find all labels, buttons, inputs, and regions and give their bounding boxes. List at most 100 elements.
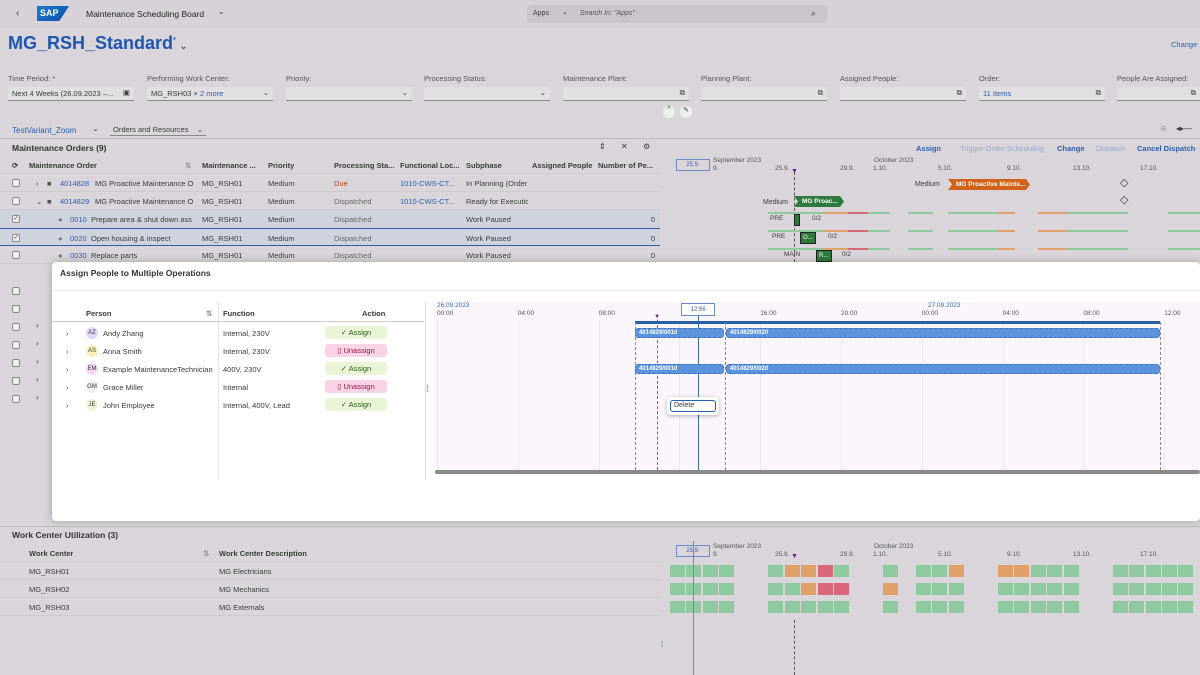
order-id-link[interactable]: 4014828 — [60, 179, 90, 188]
row-checkbox[interactable] — [12, 359, 20, 367]
filter-field[interactable]: ⌄ — [424, 87, 550, 101]
utilization-cell[interactable] — [932, 583, 948, 595]
row-checkbox[interactable] — [12, 197, 20, 205]
expand-icon[interactable]: › — [36, 339, 39, 348]
search-scope[interactable]: Apps — [533, 10, 549, 17]
chevron-down-icon[interactable]: ⌄ — [401, 88, 408, 97]
search-field[interactable]: Apps ⌄ Search In: "Apps" ⌕ — [527, 5, 827, 23]
assignment-bar[interactable]: 4014829/0020 — [725, 328, 1161, 338]
table-row[interactable]: ✓ ● 0020 Open housing & inspect MG_RSH01 Medi… — [0, 228, 660, 246]
utilization-cell[interactable] — [784, 565, 800, 577]
utilization-cell[interactable] — [1063, 601, 1079, 613]
variant-title[interactable]: MG_RSH_Standard — [8, 33, 174, 53]
utilization-cell[interactable] — [784, 601, 800, 613]
expand-icon[interactable]: › — [66, 383, 69, 392]
filter-field[interactable]: ⧉ — [701, 87, 827, 101]
operation-bar[interactable]: O... — [800, 232, 816, 244]
sort-icon[interactable]: ⇅ — [203, 549, 210, 558]
table-row[interactable]: MG_RSH02 MG Mechanics — [0, 580, 660, 598]
expand-icon[interactable]: › — [66, 329, 69, 338]
row-checkbox[interactable] — [12, 287, 20, 295]
utilization-cell[interactable] — [670, 565, 685, 577]
assignment-bar[interactable]: 4014829/0010 — [634, 364, 724, 374]
utilization-cell[interactable] — [1178, 565, 1194, 577]
utilization-cell[interactable] — [916, 583, 931, 595]
utilization-cell[interactable] — [998, 601, 1013, 613]
assign-button[interactable]: Assign — [916, 144, 942, 153]
assign-button[interactable]: ✓ Assign — [325, 326, 387, 339]
utilization-cell[interactable] — [1129, 565, 1145, 577]
utilization-cell[interactable] — [670, 583, 685, 595]
filter-field[interactable]: Next 4 Weeks (26.09.2023 –... ▣ — [8, 87, 134, 101]
utilization-cell[interactable] — [801, 565, 817, 577]
collapse-all-icon[interactable]: ✕ — [621, 142, 628, 151]
utilization-cell[interactable] — [1063, 583, 1079, 595]
assign-button[interactable]: ✓ Assign — [325, 362, 387, 375]
collapse-icon[interactable]: ⌄ — [36, 197, 43, 206]
utilization-cell[interactable] — [817, 565, 833, 577]
table-row[interactable]: MG_RSH03 MG Externals — [0, 598, 660, 616]
utilization-cell[interactable] — [1047, 601, 1063, 613]
dispatch-button[interactable]: Dispatch — [1096, 144, 1126, 153]
utilization-cell[interactable] — [702, 583, 718, 595]
expand-icon[interactable]: › — [36, 357, 39, 366]
expand-icon[interactable]: › — [66, 401, 69, 410]
view-variant-select[interactable]: TestVariant_Zoom — [12, 126, 77, 135]
sort-icon[interactable]: ⇅ — [206, 309, 213, 318]
row-checkbox[interactable]: ✓ — [12, 234, 20, 242]
table-row[interactable]: › ■ 4014828 MG Proactive Maintenance O MG_RS… — [0, 174, 660, 192]
utilization-cell[interactable] — [702, 565, 718, 577]
utilization-cell[interactable] — [1047, 565, 1063, 577]
utilization-cell[interactable] — [817, 601, 833, 613]
chevron-down-icon[interactable]: ⌄ — [92, 124, 99, 133]
utilization-cell[interactable] — [768, 565, 784, 577]
settings-icon[interactable]: ⚙ — [643, 142, 651, 151]
expand-icon[interactable]: › — [36, 321, 39, 330]
expand-icon[interactable]: › — [36, 179, 39, 188]
collapse-icon[interactable]: ^ — [663, 106, 675, 118]
unassign-button[interactable]: ▯ Unassign — [325, 344, 387, 357]
back-icon[interactable]: ‹ — [16, 8, 20, 19]
expand-icon[interactable]: › — [36, 375, 39, 384]
person-row[interactable]: › JE John Employee Internal, 400V, Lead ✓ As… — [52, 396, 424, 414]
order-id-link[interactable]: 0010 — [70, 215, 87, 224]
expand-icon[interactable]: › — [36, 393, 39, 402]
utilization-cell[interactable] — [1129, 601, 1145, 613]
chevron-down-icon[interactable]: ⌄ — [218, 7, 225, 16]
value-help-icon[interactable]: ⧉ — [679, 88, 685, 97]
utilization-cell[interactable] — [1047, 583, 1063, 595]
expand-icon[interactable]: › — [66, 347, 69, 356]
splitter-handle[interactable]: ⁞ — [426, 384, 429, 395]
row-checkbox[interactable] — [12, 323, 20, 331]
zoom-slider[interactable]: ◂▸— — [1176, 124, 1193, 133]
splitter-handle[interactable]: ⁞ — [661, 640, 664, 649]
chevron-down-icon[interactable]: ⌄ — [262, 88, 269, 97]
utilization-cell[interactable] — [1063, 565, 1079, 577]
utilization-cell[interactable] — [916, 601, 931, 613]
order-bar[interactable]: MG Proactive Mainte... — [948, 179, 1030, 190]
utilization-cell[interactable] — [998, 583, 1013, 595]
utilization-cell[interactable] — [883, 565, 899, 577]
app-title[interactable]: Maintenance Scheduling Board — [86, 9, 205, 19]
assignment-bar[interactable]: 4014829/0020 — [725, 364, 1161, 374]
utilization-cell[interactable] — [932, 601, 948, 613]
operation-bar[interactable] — [794, 214, 800, 226]
utilization-cell[interactable] — [883, 601, 899, 613]
chevron-down-icon[interactable]: ⌄ — [179, 41, 188, 51]
row-checkbox[interactable] — [12, 251, 20, 259]
utilization-cell[interactable] — [1030, 601, 1046, 613]
filter-field[interactable]: ⌄ — [286, 87, 412, 101]
utilization-cell[interactable] — [834, 601, 849, 613]
select-all-icon[interactable]: ⟳ — [12, 161, 19, 170]
person-row[interactable]: › AS Anna Smith Internal, 230V ▯ Unassign — [52, 342, 424, 360]
value-help-icon[interactable]: ⧉ — [1095, 88, 1101, 97]
utilization-cell[interactable] — [1162, 601, 1177, 613]
utilization-cell[interactable] — [1030, 583, 1046, 595]
utilization-cell[interactable] — [948, 601, 964, 613]
utilization-cell[interactable] — [932, 565, 948, 577]
functional-location-link[interactable]: 1010-CWS-CT... — [400, 197, 455, 206]
search-input[interactable]: Search In: "Apps" — [580, 10, 635, 17]
utilization-cell[interactable] — [1145, 601, 1161, 613]
search-icon[interactable]: ⌕ — [811, 8, 817, 18]
order-id-link[interactable]: 0020 — [70, 234, 87, 243]
